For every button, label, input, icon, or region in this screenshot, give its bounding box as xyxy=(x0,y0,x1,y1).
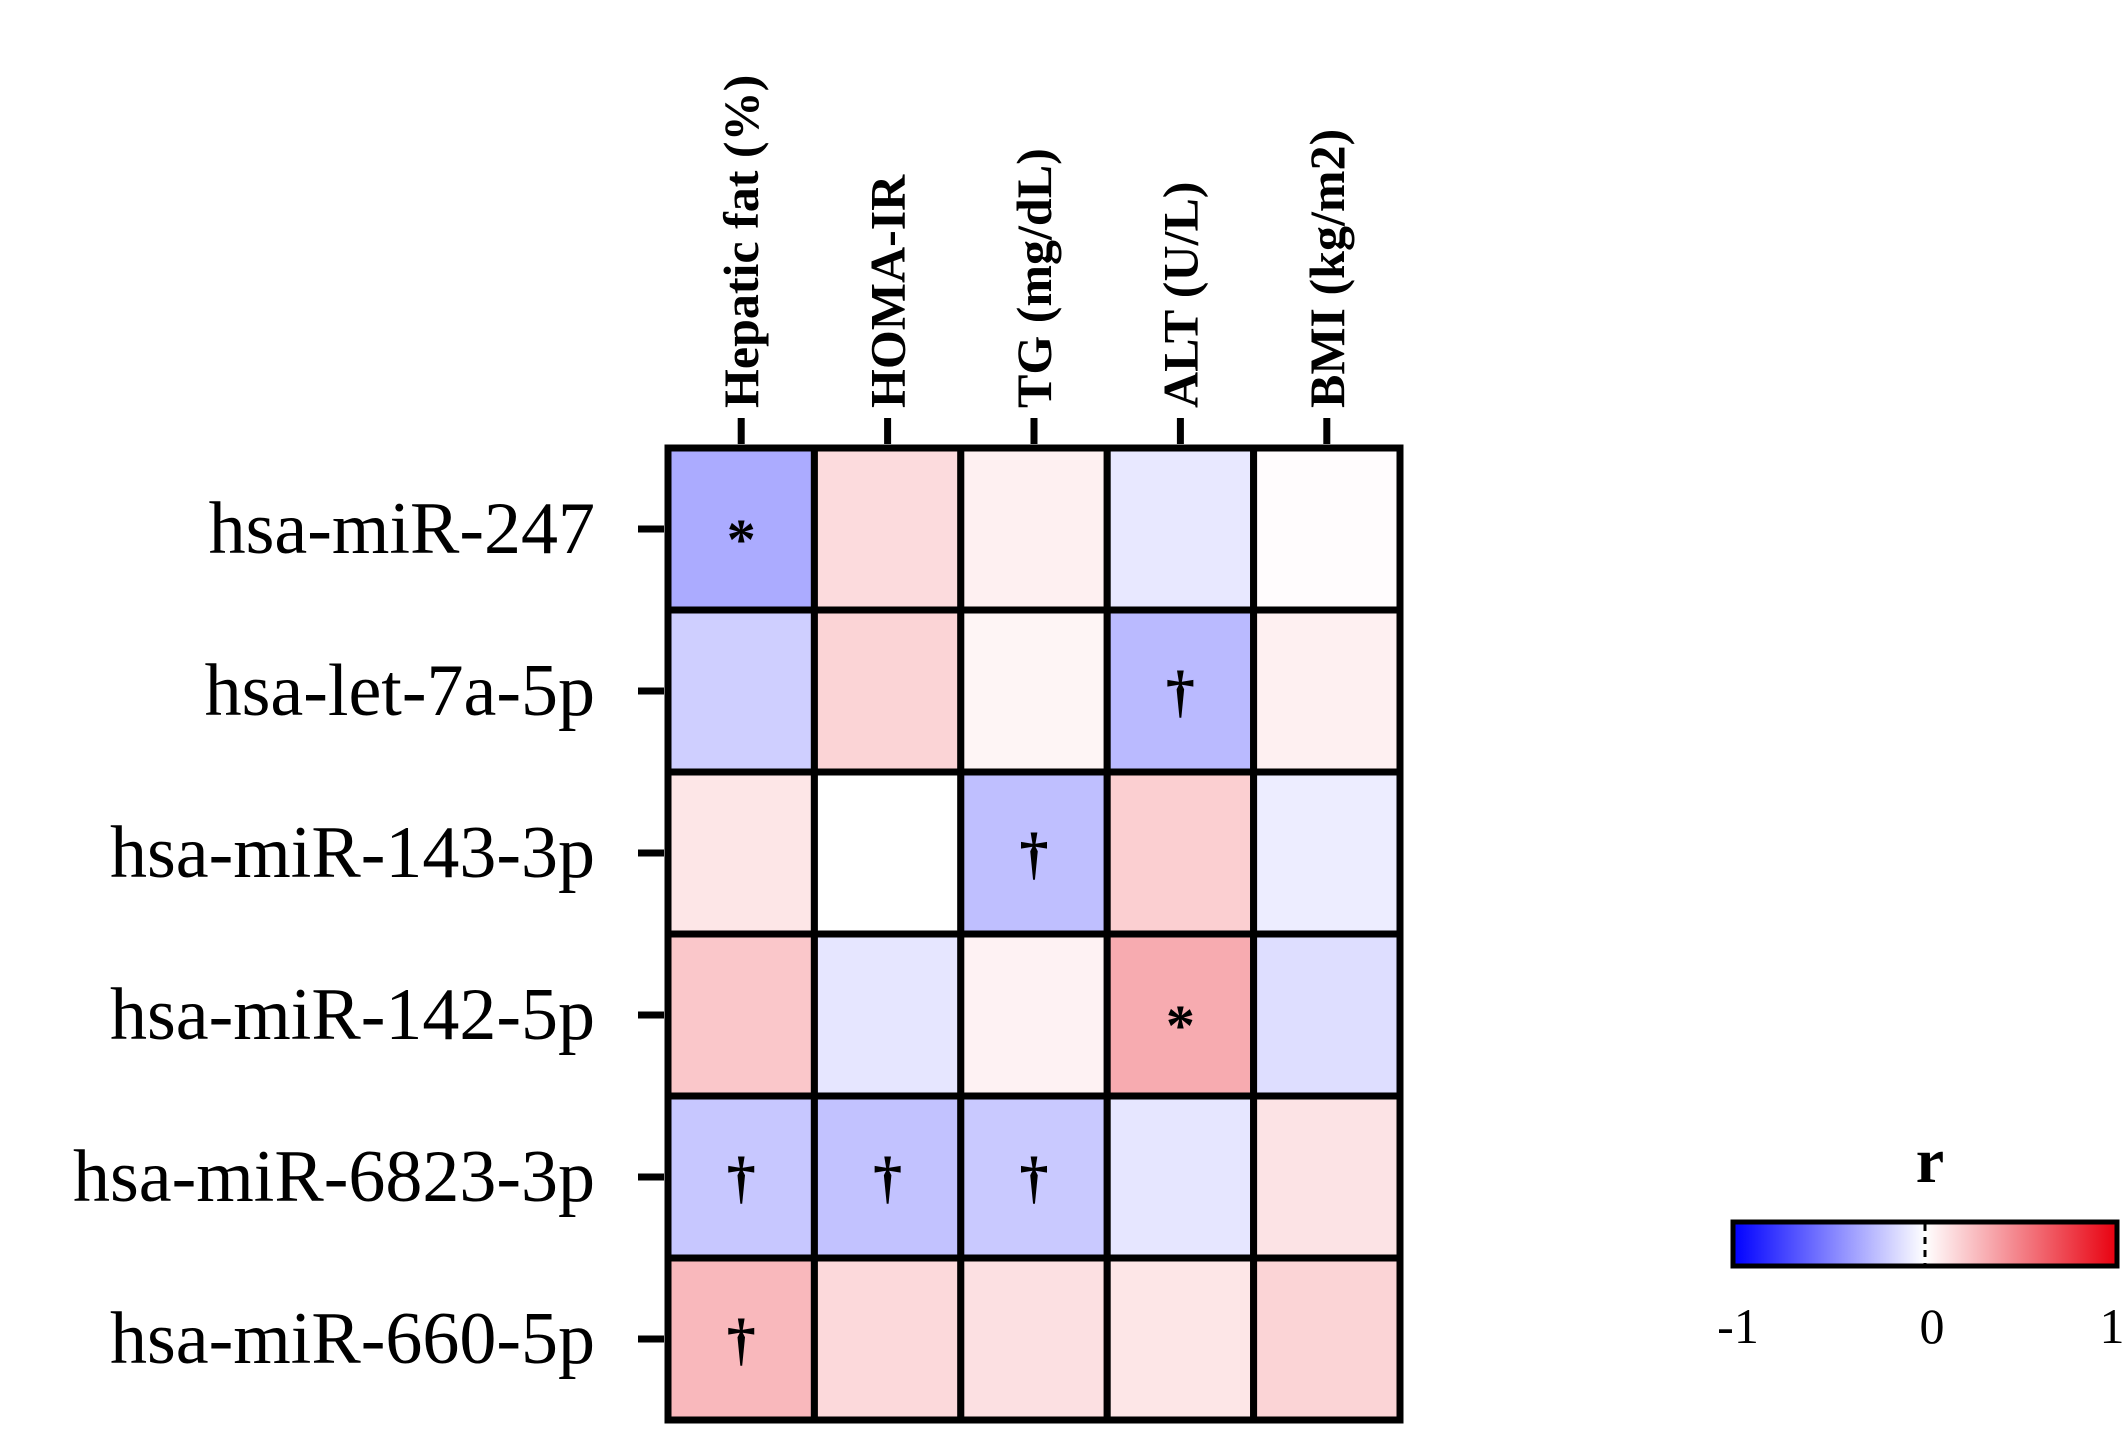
significance-marker-r4-c2: † xyxy=(1020,1145,1049,1210)
row-label-0: hsa-miR-247 xyxy=(209,488,595,570)
heatmap-cell-r0-c2 xyxy=(957,444,1111,614)
legend-tick-max: 1 xyxy=(2100,1298,2125,1354)
heatmap-cell-r3-c4 xyxy=(1250,930,1404,1100)
color-legend: r -1 0 1 xyxy=(1717,1125,2124,1354)
significance-marker-r1-c3: † xyxy=(1166,659,1195,724)
heatmap-cell-r4-c3 xyxy=(1103,1092,1258,1262)
row-label-5: hsa-miR-660-5p xyxy=(110,1298,595,1380)
heatmap-cell-r0-c4 xyxy=(1250,444,1404,614)
heatmap-cell-r1-c0 xyxy=(664,606,818,776)
significance-marker-r2-c2: † xyxy=(1020,821,1049,886)
column-label-2: TG (mg/dL) xyxy=(1006,148,1062,408)
column-label-0: Hepatic fat (%) xyxy=(713,75,769,408)
column-label-3: ALT (U/L) xyxy=(1152,182,1208,408)
heatmap-cell-r5-c3 xyxy=(1103,1254,1258,1424)
heatmap-cell-r4-c4 xyxy=(1250,1092,1404,1262)
row-label-3: hsa-miR-142-5p xyxy=(110,974,595,1056)
heatmap-cell-r3-c1 xyxy=(810,930,965,1100)
column-label-4: BMI (kg/m2) xyxy=(1299,129,1355,408)
heatmap-cell-r2-c4 xyxy=(1250,768,1404,938)
heatmap-cell-r5-c1 xyxy=(810,1254,965,1424)
legend-tick-zero: 0 xyxy=(1920,1298,1945,1354)
significance-marker-r3-c3: * xyxy=(1166,993,1195,1058)
heatmap-cell-r5-c4 xyxy=(1250,1254,1404,1424)
heatmap-cell-r2-c1 xyxy=(810,768,965,938)
significance-marker-r4-c0: † xyxy=(727,1145,756,1210)
legend-tick-min: -1 xyxy=(1717,1298,1759,1354)
significance-marker-r0-c0: * xyxy=(727,507,756,572)
heatmap-cell-r2-c3 xyxy=(1103,768,1258,938)
heatmap-cell-r0-c1 xyxy=(810,444,965,614)
significance-markers: * † † * † † † † xyxy=(727,507,1195,1372)
heatmap-cell-r1-c4 xyxy=(1250,606,1404,776)
heatmap-cell-r3-c0 xyxy=(664,930,818,1100)
significance-marker-r5-c0: † xyxy=(727,1307,756,1372)
row-label-2: hsa-miR-143-3p xyxy=(110,812,595,894)
heatmap-cell-r2-c0 xyxy=(664,768,818,938)
heatmap-cell-r1-c2 xyxy=(957,606,1111,776)
legend-title: r xyxy=(1916,1125,1944,1196)
column-labels: Hepatic fat (%) HOMA-IR TG (mg/dL) ALT (U/L… xyxy=(713,75,1355,444)
row-label-1: hsa-let-7a-5p xyxy=(205,650,595,732)
column-label-1: HOMA-IR xyxy=(860,174,916,408)
row-labels: hsa-miR-247 hsa-let-7a-5p hsa-miR-143-3p hs… xyxy=(73,488,664,1380)
heatmap-cell-r0-c3 xyxy=(1103,444,1258,614)
heatmap-cell-r3-c2 xyxy=(957,930,1111,1100)
row-label-4: hsa-miR-6823-3p xyxy=(73,1136,595,1218)
heatmap-cell-r5-c2 xyxy=(957,1254,1111,1424)
heatmap-cell-r5-c0 xyxy=(664,1254,818,1424)
significance-marker-r4-c1: † xyxy=(873,1145,902,1210)
heatmap-cell-r1-c1 xyxy=(810,606,965,776)
heatmap-cells xyxy=(664,444,1404,1424)
